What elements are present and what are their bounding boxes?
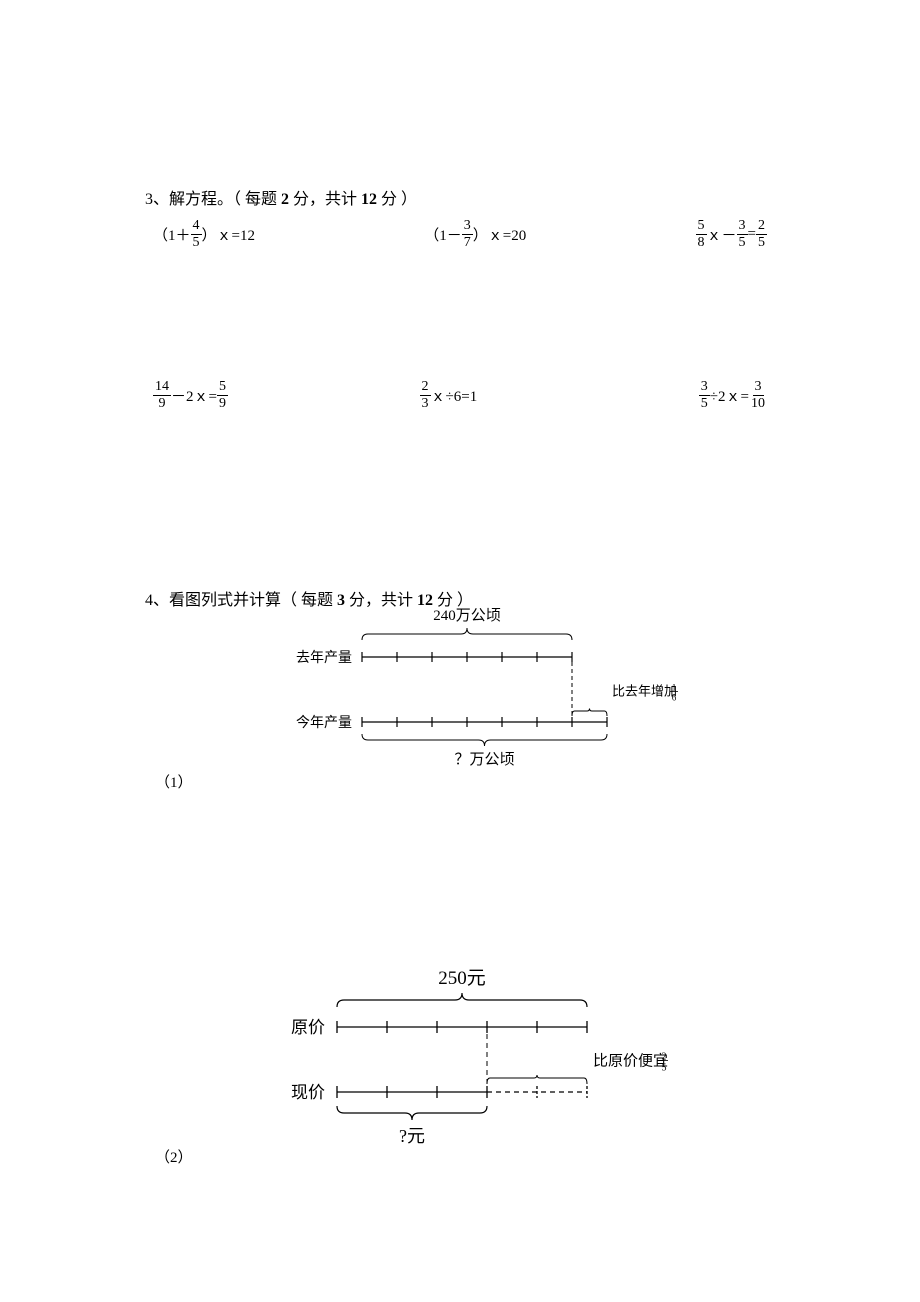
frac-num: 2 — [756, 219, 767, 235]
svg-text:250元: 250元 — [438, 968, 486, 989]
svg-text:去年产量: 去年产量 — [296, 650, 352, 666]
eq-text: （1＋ — [153, 224, 191, 245]
fraction: 25 — [756, 219, 767, 250]
svg-text:？万公顷: ？万公顷 — [454, 751, 514, 768]
equation-row-2: 149 －2ｘ= 59 23 ｘ÷6=1 35 ÷2ｘ= 310 — [145, 380, 775, 411]
eq-text: （1－ — [424, 224, 462, 245]
frac-num: 3 — [737, 219, 748, 235]
svg-text:今年产量: 今年产量 — [296, 715, 352, 731]
fraction: 310 — [749, 380, 767, 411]
svg-text:6: 6 — [671, 693, 676, 703]
frac-den: 3 — [420, 396, 431, 411]
equation-r2c3: 35 ÷2ｘ= 310 — [699, 380, 767, 411]
eq-text: ）ｘ=12 — [202, 224, 255, 245]
fraction: 45 — [191, 219, 202, 250]
frac-den: 5 — [699, 396, 710, 411]
eq-text: = — [748, 226, 756, 243]
frac-num: 3 — [699, 380, 710, 396]
equation-r1c3: 58 ｘ－ 35 = 25 — [696, 219, 767, 250]
frac-num: 3 — [753, 380, 764, 396]
svg-text:5: 5 — [661, 1063, 666, 1074]
title-mid: 分，共计 — [289, 191, 361, 208]
eq-text: ）ｘ=20 — [473, 224, 526, 245]
fraction: 58 — [696, 219, 707, 250]
frac-den: 9 — [217, 396, 228, 411]
frac-den: 5 — [737, 235, 748, 250]
equation-r2c2: 23 ｘ÷6=1 — [420, 380, 478, 411]
points-each: 2 — [281, 191, 289, 208]
diagram-1-svg: 240万公顷去年产量比去年增加16 今年产量 ？万公顷 — [267, 602, 727, 787]
svg-text:比去年增加: 比去年增加 — [612, 684, 677, 699]
svg-text:现价: 现价 — [291, 1083, 325, 1102]
frac-num: 2 — [420, 380, 431, 396]
diagram-1-wrap: （1） 240万公顷去年产量比去年增加16今年产量？万公顷 — [155, 620, 775, 792]
frac-num: 3 — [462, 219, 473, 235]
frac-num: 5 — [217, 380, 228, 396]
diagram-2-wrap: （2） 250元原价比原价便宜25现价?元 — [155, 992, 775, 1167]
frac-den: 7 — [462, 235, 473, 250]
frac-den: 5 — [756, 235, 767, 250]
frac-num: 5 — [696, 219, 707, 235]
frac-num: 4 — [191, 219, 202, 235]
diagram-1-label: （1） — [155, 775, 193, 791]
svg-text:比原价便宜: 比原价便宜 — [593, 1053, 668, 1070]
frac-den: 5 — [191, 235, 202, 250]
fraction: 35 — [737, 219, 748, 250]
title-suffix: 分 ） — [377, 191, 417, 208]
fraction: 35 — [699, 380, 710, 411]
frac-den: 10 — [749, 396, 767, 411]
equation-r2c1: 149 －2ｘ= 59 — [153, 380, 228, 411]
section-3-title: 3、解方程。（ 每题 2 分，共计 12 分 ） — [145, 185, 775, 209]
frac-den: 8 — [696, 235, 707, 250]
eq-text: －2ｘ= — [171, 385, 217, 406]
svg-text:原价: 原价 — [291, 1018, 325, 1037]
fraction: 59 — [217, 380, 228, 411]
title-text: 3、解方程。（ 每题 — [145, 191, 281, 208]
svg-text:240万公顷: 240万公顷 — [433, 607, 501, 624]
eq-text: ｘ÷6=1 — [431, 385, 478, 406]
equation-row-1: （1＋ 45 ）ｘ=12 （1－ 37 ）ｘ=20 58 ｘ－ 35 = 25 — [145, 219, 775, 250]
diagram-2-label: （2） — [155, 1150, 193, 1166]
points-total: 12 — [361, 191, 377, 208]
fraction: 149 — [153, 380, 171, 411]
eq-text: ｘ－ — [707, 224, 737, 245]
svg-text:1: 1 — [671, 683, 676, 693]
fraction: 37 — [462, 219, 473, 250]
fraction: 23 — [420, 380, 431, 411]
section-4: 4、看图列式并计算（ 每题 3 分，共计 12 分 ） （1） 240万公顷去年… — [145, 586, 775, 1167]
frac-den: 9 — [157, 396, 168, 411]
svg-text:?元: ?元 — [399, 1126, 425, 1146]
eq-text: ÷2ｘ= — [710, 385, 749, 406]
equation-r1c2: （1－ 37 ）ｘ=20 — [424, 219, 526, 250]
frac-num: 14 — [153, 380, 171, 396]
equation-r1c1: （1＋ 45 ）ｘ=12 — [153, 219, 255, 250]
diagram-2-svg: 250元原价比原价便宜25现价?元 — [257, 962, 697, 1162]
section-3: 3、解方程。（ 每题 2 分，共计 12 分 ） （1＋ 45 ）ｘ=12 （1… — [145, 185, 775, 411]
